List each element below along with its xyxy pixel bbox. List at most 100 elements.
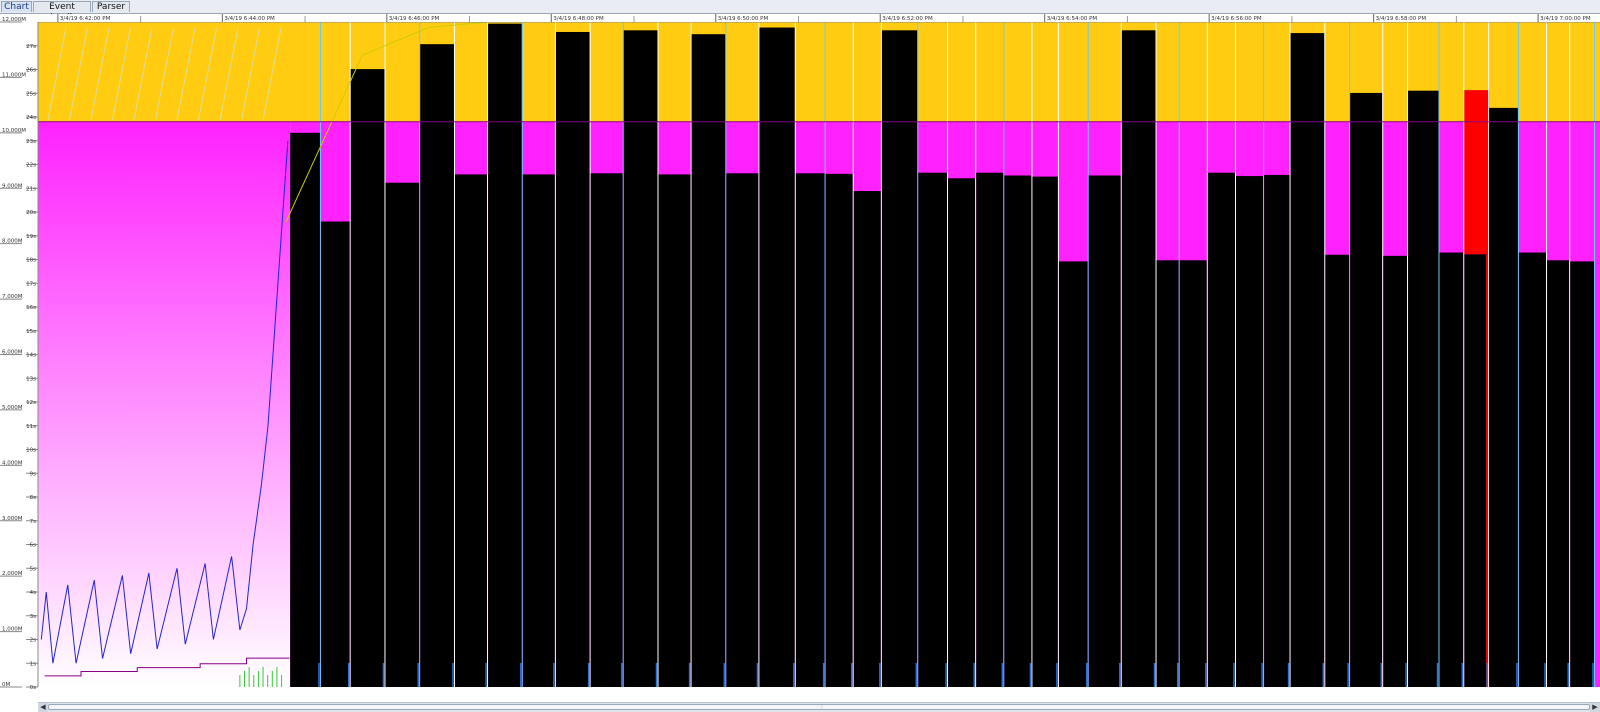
heap-used-bar [918, 172, 948, 687]
warmup-line [133, 27, 153, 120]
heap-used-bar [948, 178, 976, 687]
warmup-line [90, 27, 110, 120]
tab-event-details[interactable]: Event details [33, 1, 91, 23]
scroll-thumb[interactable]: ⋮ [48, 704, 1590, 711]
heap-used-bar [1207, 172, 1235, 687]
heap-used-bar [1570, 261, 1595, 687]
time-tick-label: 6s [30, 543, 36, 549]
heap-used-bar [1325, 254, 1350, 687]
time-tick-label: 7s [30, 519, 36, 525]
memory-tick-label: 5,000M [2, 405, 23, 411]
young-gen-warmup-area [38, 121, 291, 687]
memory-tick-label: 1,000M [2, 627, 23, 633]
x-tick-label: 3/4/19 6:42:00 PM [60, 16, 111, 22]
time-tick-label: 16s [26, 305, 36, 311]
old-gen-area [38, 22, 1600, 122]
heap-used-bar [1179, 260, 1207, 687]
warmup-line [262, 27, 282, 120]
heap-used-bar [590, 173, 623, 688]
x-tick-label: 3/4/19 6:50:00 PM [718, 16, 769, 22]
x-tick-label: 3/4/19 6:48:00 PM [553, 16, 604, 22]
tab-parser[interactable]: Parser [92, 1, 130, 12]
time-tick-label: 26s [26, 68, 36, 74]
memory-tick-label: 6,000M [2, 350, 23, 356]
time-tick-label: 25s [26, 91, 36, 97]
heap-used-bar [825, 173, 853, 687]
heap-used-bar [1121, 30, 1156, 687]
full-gc-marker [1486, 254, 1490, 687]
time-tick-label: 23s [26, 139, 36, 145]
time-tick-label: 24s [26, 115, 36, 121]
heap-used-bar [1350, 92, 1383, 687]
heap-used-bar [1264, 174, 1290, 687]
gc-chart[interactable]: 0M 1,000M 2,000M 3,000M 4,000M 5,000M 6,000M 7,… [0, 14, 1600, 702]
time-tick-label: 21s [26, 186, 36, 192]
warmup-line [176, 27, 196, 120]
time-tick-label: 14s [26, 353, 36, 359]
grip-icon: ⋮ [819, 704, 825, 711]
heap-used-bar [1290, 33, 1325, 688]
horizontal-scrollbar[interactable]: ◀ ⋮ ▶ [38, 702, 1600, 712]
heap-used-bar [853, 191, 881, 688]
tab-bar: Chart Event details Parser [0, 0, 1600, 23]
time-tick-label: 10s [26, 448, 36, 454]
heap-used-bar [1439, 252, 1464, 688]
x-tick-label: 3/4/19 6:56:00 PM [1211, 16, 1262, 22]
time-tick-label: 11s [26, 424, 36, 430]
memory-tick-label: 2,000M [2, 571, 23, 577]
heap-used-bar [1464, 254, 1490, 687]
x-tick-label: 3/4/19 6:44:00 PM [224, 16, 275, 22]
x-axis-panel [38, 14, 1600, 22]
heap-used-bar [488, 23, 522, 688]
heap-used-bar [691, 34, 726, 688]
full-gc-bar [1464, 90, 1490, 255]
promotion-line [285, 21, 489, 222]
heap-used-bar [1004, 175, 1032, 688]
heap-used-bar [976, 172, 1004, 687]
memory-tick-label: 7,000M [2, 294, 23, 300]
heap-used-bar [1032, 176, 1058, 688]
heap-used-bar [454, 174, 488, 688]
x-tick-label: 3/4/19 6:52:00 PM [882, 16, 933, 22]
heap-used-bar [1518, 252, 1547, 688]
heap-used-bar [350, 69, 385, 687]
warmup-line [198, 27, 217, 120]
time-tick-label: 8s [30, 495, 36, 501]
time-tick-label: 27s [26, 44, 36, 50]
time-tick-label: 20s [26, 210, 36, 216]
tab-chart[interactable]: Chart [1, 1, 32, 12]
memory-tick-label: 8,000M [2, 239, 23, 245]
heap-used-bar [1547, 260, 1570, 687]
total-heap-line [44, 657, 290, 677]
heap-used-bar [1235, 176, 1264, 687]
heap-used-bar [658, 174, 691, 688]
x-tick-label: 3/4/19 6:58:00 PM [1376, 16, 1427, 22]
memory-tick-label: 9,000M [2, 183, 23, 189]
warmup-line [68, 27, 88, 120]
x-tick-label: 3/4/19 6:46:00 PM [389, 16, 440, 22]
time-tick-label: 4s [30, 590, 36, 596]
time-tick-label: 17s [26, 281, 36, 287]
heap-used-bar [320, 221, 350, 687]
x-tick-label: 3/4/19 6:54:00 PM [1047, 16, 1098, 22]
memory-tick-label: 4,000M [2, 460, 23, 466]
memory-tick-label: 11,000M [2, 72, 26, 78]
heap-used-bar [881, 30, 918, 687]
warmup-line [111, 27, 131, 120]
time-tick-label: 9s [30, 471, 36, 477]
scroll-left-icon[interactable]: ◀ [38, 703, 48, 712]
heap-used-bar [795, 173, 825, 688]
time-tick-label: 15s [26, 329, 36, 335]
time-tick-label: 22s [26, 163, 36, 169]
heap-used-bar [759, 27, 795, 687]
scroll-right-icon[interactable]: ▶ [1590, 703, 1600, 712]
gc-chart-panel: 0M 1,000M 2,000M 3,000M 4,000M 5,000M 6,000M 7,… [0, 14, 1600, 712]
gc-pause-line [40, 140, 289, 664]
heap-used-bar [1489, 107, 1518, 688]
memory-tick-label: 0M [2, 682, 10, 688]
time-tick-label: 2s [30, 638, 36, 644]
heap-used-bar [555, 31, 590, 688]
warmup-line [47, 27, 67, 120]
time-tick-label: 5s [30, 566, 36, 572]
time-tick-label: 12s [26, 400, 36, 406]
